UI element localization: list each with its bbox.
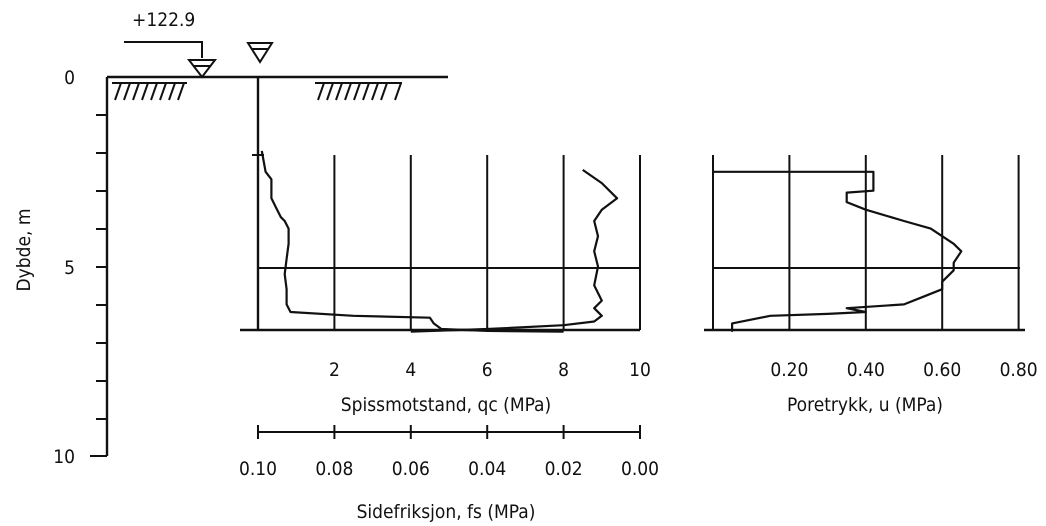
depth-axis-label: Dybde, m [13,208,35,291]
soil-hatch-left [112,82,187,101]
depth-tick-label: 0 [64,67,75,89]
elevation-label: +122.9 [132,9,195,31]
depth-tick-label: 10 [53,446,75,468]
fs-tick-labels: 0.10 0.08 0.06 0.04 0.02 0.00 [239,425,659,480]
depth-axis: 0 5 10 Dybde, m [13,67,109,468]
water-level-triangle-right [246,42,274,64]
fs-tick-label: 0.04 [468,458,506,480]
water-level-marker-right [246,42,274,64]
qc-tick-label: 8 [558,359,569,381]
depth-tick-label: 5 [64,257,75,279]
u-tick-label: 0.40 [847,359,885,381]
panel-qc: 2 4 6 8 10 Spissmotstand, qc (MPa) 0.10 0.08 0… [239,77,659,523]
series-qc-curve [260,150,564,333]
qc-tick-label: 10 [629,359,651,381]
ground-surface [107,75,448,101]
water-level-triangle-left [186,59,218,79]
u-tick-label: 0.80 [1000,359,1038,381]
u-axis-label: Poretrykk, u (MPa) [787,394,943,416]
fs-tick-label: 0.00 [621,458,659,480]
fs-tick-label: 0.06 [392,458,430,480]
qc-tick-label: 6 [482,359,493,381]
u-tick-label: 0.20 [770,359,808,381]
panel-u: 0.20 0.40 0.60 0.80 Poretrykk, u (MPa) [704,155,1038,416]
series-fs-curve [410,168,619,333]
fs-tick-label: 0.02 [545,458,583,480]
fs-tick-label: 0.08 [315,458,353,480]
qc-tick-label: 4 [405,359,416,381]
elevation-marker: +122.9 [124,9,218,79]
qc-tick-labels: 2 4 6 8 10 [329,359,651,381]
qc-grid [333,155,641,330]
elevation-leader [124,41,203,58]
u-tick-label: 0.60 [923,359,961,381]
u-tick-labels: 0.20 0.40 0.60 0.80 [770,359,1037,381]
series-u-curve [713,170,963,332]
qc-tick-label: 2 [329,359,340,381]
u-grid [712,155,1020,330]
soil-hatch-right [315,82,402,101]
qc-axis-label: Spissmotstand, qc (MPa) [341,394,551,416]
fs-tick-label: 0.10 [239,458,277,480]
fs-axis-label: Sidefriksjon, fs (MPa) [357,501,536,523]
